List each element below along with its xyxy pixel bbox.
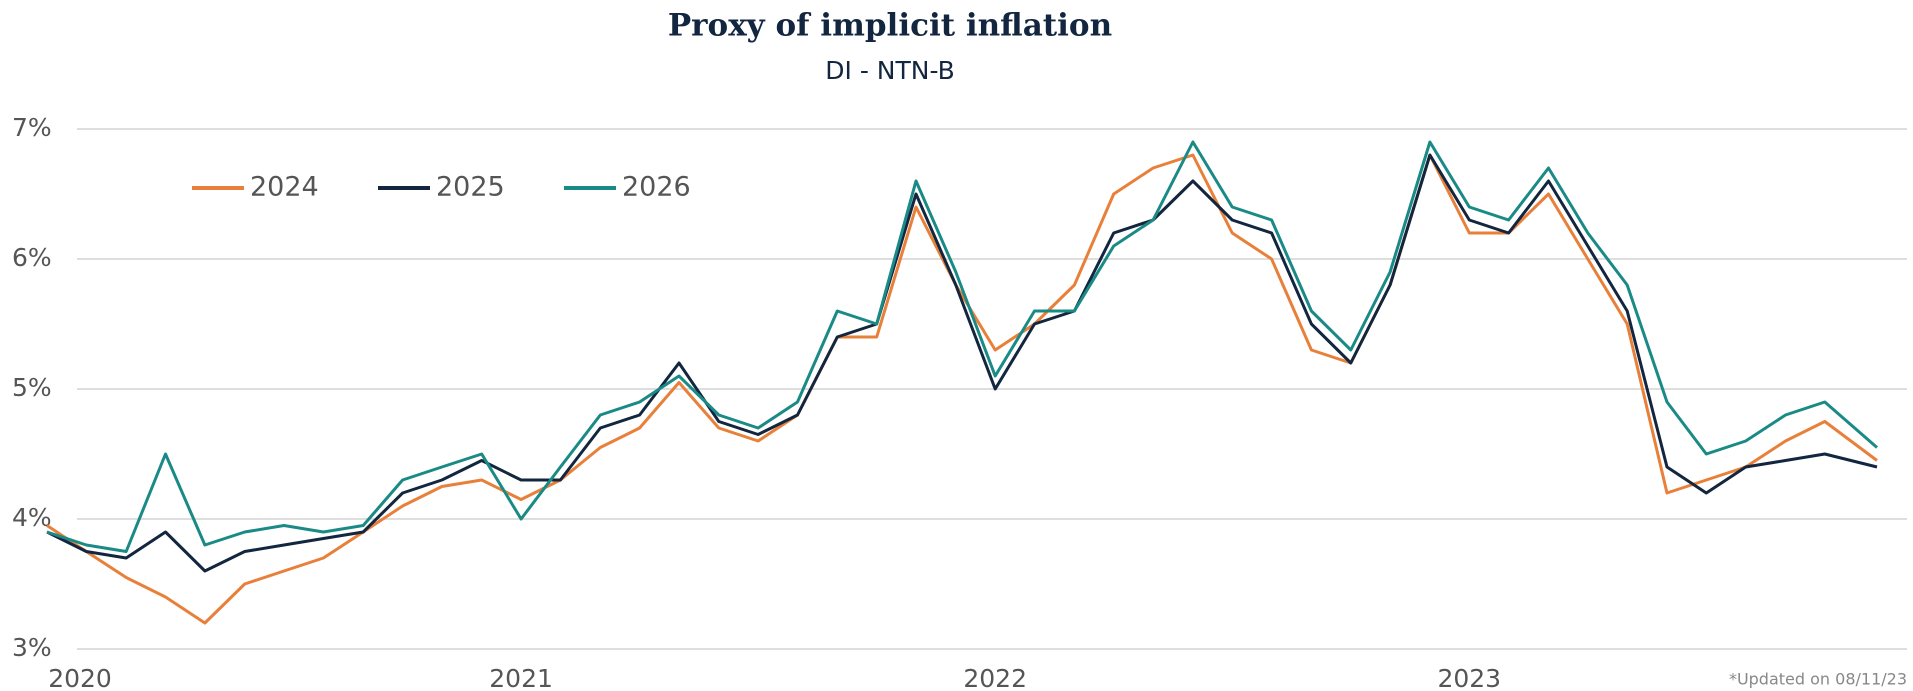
legend-label: 2026 xyxy=(622,172,691,203)
x-tick-label: 2023 xyxy=(1437,664,1501,691)
x-tick-label: 2022 xyxy=(963,664,1027,691)
y-tick-label: 5% xyxy=(12,373,52,402)
x-tick-label: 2020 xyxy=(48,664,112,691)
y-tick-label: 3% xyxy=(12,633,52,662)
annotation: *Updated on 08/11/23 xyxy=(1729,670,1907,689)
y-tick-label: 4% xyxy=(12,503,52,532)
line-series xyxy=(46,140,1878,553)
y-tick-label: 7% xyxy=(12,113,52,142)
line-series xyxy=(46,153,1878,573)
legend-label: 2024 xyxy=(250,172,319,203)
y-tick-label: 6% xyxy=(12,243,52,272)
legend-label: 2025 xyxy=(436,172,505,203)
x-tick-label: 2021 xyxy=(489,664,553,691)
chart-title: Proxy of implicit inflation xyxy=(668,8,1112,44)
chart-subtitle: DI - NTN-B xyxy=(825,56,955,85)
